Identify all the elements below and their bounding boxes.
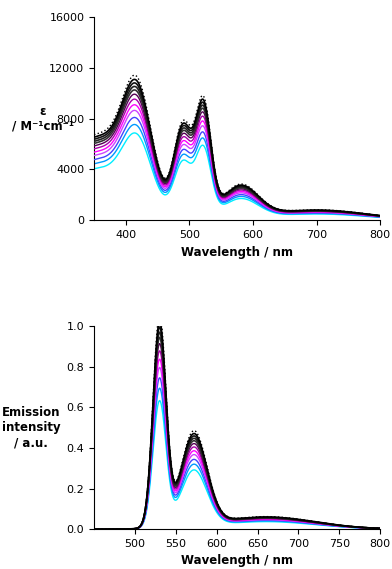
X-axis label: Wavelength / nm: Wavelength / nm xyxy=(181,246,293,258)
Y-axis label: ε
/ M⁻¹cm⁻¹: ε / M⁻¹cm⁻¹ xyxy=(12,105,74,133)
X-axis label: Wavelength / nm: Wavelength / nm xyxy=(181,554,293,567)
Y-axis label: Emission
intensity
/ a.u.: Emission intensity / a.u. xyxy=(2,406,60,449)
